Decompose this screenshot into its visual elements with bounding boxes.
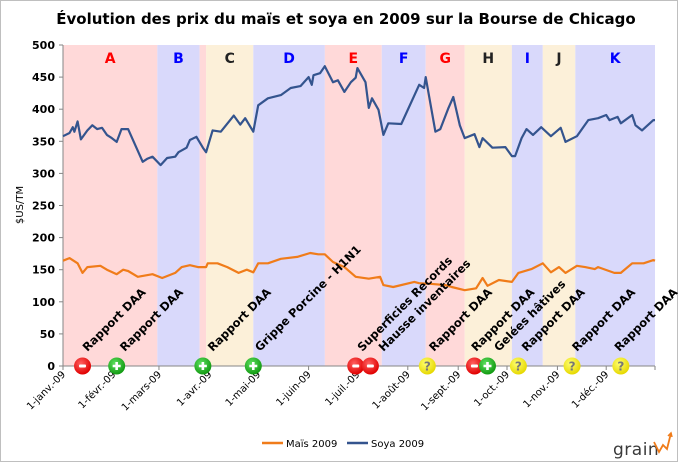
x-tick-label: 1-avr.-09 bbox=[175, 369, 214, 408]
plus-icon bbox=[198, 362, 207, 370]
y-tick-label: 250 bbox=[32, 200, 55, 213]
series-line-mais bbox=[62, 251, 656, 292]
y-tick-label: 150 bbox=[32, 264, 55, 277]
legend-label: Soya 2009 bbox=[371, 439, 424, 450]
y-tick-label: 500 bbox=[32, 39, 55, 52]
period-label: D bbox=[283, 51, 295, 67]
period-label: F bbox=[399, 51, 409, 67]
period-band bbox=[199, 45, 207, 366]
y-tick-label: 200 bbox=[32, 232, 55, 245]
marker-circle bbox=[418, 357, 436, 375]
event-marker-negative bbox=[74, 357, 92, 375]
period-label: H bbox=[482, 51, 494, 67]
period-band bbox=[63, 45, 158, 366]
x-tick-label: 1-févr.-09 bbox=[76, 369, 119, 412]
event-marker-uncertain: ? bbox=[509, 357, 527, 375]
grainwiz-logo: grain IZ bbox=[613, 431, 673, 460]
legend-label: Maïs 2009 bbox=[286, 439, 337, 450]
event-marker-negative bbox=[465, 357, 483, 375]
event-marker-positive bbox=[478, 357, 496, 375]
period-label: C bbox=[225, 51, 235, 67]
event-marker-uncertain: ? bbox=[563, 357, 581, 375]
event-marker-negative bbox=[347, 357, 365, 375]
minus-icon bbox=[79, 364, 87, 368]
x-tick-label: 1-janv.-09 bbox=[25, 369, 68, 412]
x-tick-label: 1-nov.-09 bbox=[521, 369, 562, 410]
period-band bbox=[324, 45, 382, 366]
y-axis-label: $US/TM bbox=[15, 186, 26, 224]
period-band bbox=[542, 45, 576, 366]
period-band bbox=[381, 45, 426, 366]
x-tick-label: 1-mai-09 bbox=[224, 369, 264, 409]
event-marker-uncertain: ? bbox=[612, 357, 630, 375]
period-band bbox=[575, 45, 655, 366]
period-label: B bbox=[173, 51, 184, 67]
plus-icon bbox=[112, 362, 121, 370]
x-tick-label: 1-déc.-09 bbox=[569, 369, 611, 411]
y-tick-label: 350 bbox=[32, 135, 55, 148]
period-label: J bbox=[555, 51, 561, 67]
minus-icon bbox=[352, 364, 360, 368]
y-tick-label: 100 bbox=[32, 296, 55, 309]
period-band bbox=[425, 45, 465, 366]
period-label: I bbox=[525, 51, 530, 67]
period-band bbox=[511, 45, 543, 366]
period-label: K bbox=[610, 51, 622, 67]
event-marker-negative bbox=[361, 357, 379, 375]
event-marker-uncertain: ? bbox=[418, 357, 436, 375]
marker-circle bbox=[563, 357, 581, 375]
minus-icon bbox=[470, 364, 478, 368]
period-band bbox=[464, 45, 512, 366]
plus-icon bbox=[483, 362, 492, 370]
x-tick-label: 1-août-09 bbox=[370, 369, 413, 412]
period-band bbox=[253, 45, 325, 366]
x-tick-label: 1-oct.-09 bbox=[472, 369, 512, 409]
question-icon: ? bbox=[617, 360, 624, 374]
question-icon: ? bbox=[569, 360, 576, 374]
event-marker-positive bbox=[194, 357, 212, 375]
question-icon: ? bbox=[424, 360, 431, 374]
period-band bbox=[157, 45, 200, 366]
chart-title: Évolution des prix du maïs et soya en 20… bbox=[56, 9, 635, 28]
series-line-soya bbox=[62, 65, 655, 167]
marker-circle bbox=[509, 357, 527, 375]
y-tick-label: 450 bbox=[32, 71, 55, 84]
x-tick-label: 1-sept.-09 bbox=[419, 369, 463, 413]
period-label: A bbox=[105, 51, 116, 67]
period-label: E bbox=[349, 51, 359, 67]
period-band bbox=[206, 45, 254, 366]
y-tick-label: 0 bbox=[47, 360, 55, 373]
minus-icon bbox=[366, 364, 374, 368]
marker-circle bbox=[612, 357, 630, 375]
svg-text:grain: grain bbox=[613, 440, 659, 460]
x-tick-label: 1-juin-09 bbox=[274, 369, 313, 408]
question-icon: ? bbox=[515, 360, 522, 374]
period-label: G bbox=[439, 51, 451, 67]
plus-icon bbox=[249, 362, 258, 370]
x-tick-label: 1-mars-09 bbox=[120, 369, 164, 413]
x-tick-label: 1-juil.-09 bbox=[323, 369, 362, 408]
y-tick-label: 400 bbox=[32, 103, 55, 116]
y-tick-label: 50 bbox=[40, 328, 56, 341]
event-marker-positive bbox=[108, 357, 126, 375]
legend: Maïs 2009 Soya 2009 bbox=[262, 439, 424, 450]
event-marker-positive bbox=[244, 357, 262, 375]
y-tick-label: 300 bbox=[32, 167, 55, 180]
